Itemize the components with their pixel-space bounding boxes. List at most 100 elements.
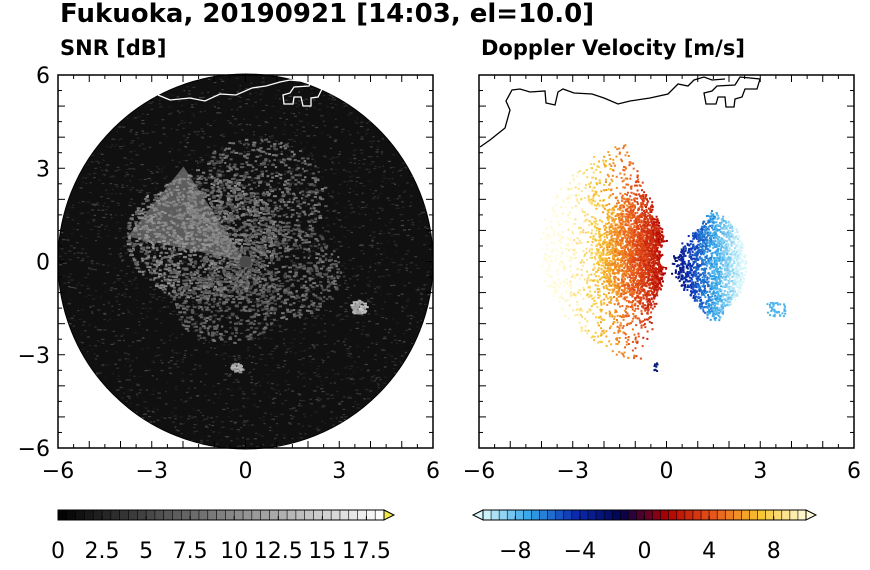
snr-speckle [340, 378, 344, 381]
snr-speckle [170, 128, 173, 130]
snr-speckle [196, 395, 199, 397]
snr-speckle [300, 142, 303, 144]
snr-speckle [65, 213, 69, 215]
snr-speckle [325, 376, 328, 378]
snr-speckle [171, 159, 175, 161]
snr-speckle [423, 287, 426, 290]
snr-speckle [146, 113, 149, 116]
snr-speckle [314, 161, 317, 163]
snr-echo [270, 236, 273, 239]
snr-echo [258, 248, 261, 251]
snr-speckle [371, 244, 374, 246]
snr-speckle [397, 185, 400, 187]
snr-echo [255, 210, 259, 213]
snr-echo [278, 251, 282, 254]
snr-speckle [253, 301, 257, 303]
snr-speckle [105, 350, 108, 352]
snr-speckle [200, 159, 205, 161]
snr-speckle [128, 201, 133, 203]
snr-speckle [301, 214, 305, 217]
snr-echo [148, 269, 151, 272]
snr-speckle [212, 164, 216, 167]
snr-speckle [250, 443, 253, 445]
snr-speckle [371, 240, 374, 242]
snr-speckle [170, 412, 174, 414]
snr-speckle [267, 161, 271, 163]
snr-speckle [403, 229, 407, 231]
snr-echo [264, 223, 268, 226]
snr-speckle [121, 281, 125, 283]
snr-echo [151, 245, 155, 248]
snr-echo [203, 292, 207, 295]
snr-speckle [278, 161, 281, 163]
snr-speckle [404, 253, 408, 255]
snr-echo [286, 187, 289, 190]
snr-speckle [111, 305, 114, 307]
snr-speckle [404, 350, 407, 353]
snr-speckle [331, 98, 334, 101]
snr-speckle [66, 239, 70, 241]
snr-speckle [337, 313, 342, 316]
snr-speckle [369, 146, 373, 148]
snr-echo [318, 234, 322, 237]
snr-speckle [337, 212, 341, 214]
snr-speckle [305, 114, 309, 116]
snr-echo [189, 295, 192, 298]
snr-speckle [326, 224, 330, 226]
snr-speckle [381, 209, 384, 211]
snr-echo [179, 292, 183, 295]
snr-speckle [72, 286, 75, 289]
snr-speckle [136, 340, 140, 342]
snr-echo [268, 226, 273, 229]
snr-speckle [148, 301, 153, 303]
snr-echo [241, 190, 245, 193]
snr-echo [304, 195, 309, 198]
snr-speckle [283, 173, 286, 175]
snr-speckle [315, 198, 318, 200]
snr-echo [314, 237, 318, 240]
snr-speckle [345, 377, 349, 380]
snr-echo [132, 259, 137, 262]
snr-echo [282, 214, 286, 217]
snr-speckle [308, 355, 312, 357]
snr-speckle [197, 165, 200, 167]
snr-speckle [290, 201, 292, 203]
snr-speckle [238, 388, 242, 390]
snr-echo [309, 268, 314, 271]
snr-speckle [258, 292, 262, 294]
snr-echo [176, 283, 180, 286]
snr-echo [243, 243, 247, 246]
snr-speckle [378, 166, 381, 168]
snr-echo [329, 266, 334, 269]
snr-speckle [364, 363, 368, 366]
snr-echo [170, 260, 174, 263]
snr-speckle [300, 437, 303, 439]
snr-speckle [100, 224, 103, 226]
snr-echo [275, 154, 278, 157]
snr-speckle [415, 264, 418, 266]
snr-speckle [111, 373, 114, 375]
snr-echo [153, 263, 157, 266]
snr-speckle [348, 176, 352, 178]
snr-echo [286, 190, 290, 193]
snr-speckle [286, 328, 289, 330]
snr-echo [262, 193, 266, 196]
snr-speckle [128, 379, 132, 381]
snr-speckle [190, 295, 193, 297]
snr-echo [135, 263, 139, 266]
snr-echo [248, 224, 253, 227]
snr-echo [257, 250, 262, 253]
snr-speckle [109, 214, 112, 216]
snr-speckle [290, 112, 293, 114]
snr-echo [305, 169, 309, 172]
snr-echo [176, 264, 180, 267]
snr-speckle [329, 195, 334, 198]
snr-speckle [294, 102, 298, 104]
snr-speckle [247, 398, 250, 400]
snr-echo [236, 203, 239, 206]
snr-speckle [212, 159, 217, 161]
snr-speckle [321, 420, 324, 423]
snr-speckle [335, 126, 339, 128]
snr-speckle [330, 394, 334, 396]
snr-echo [216, 288, 221, 291]
